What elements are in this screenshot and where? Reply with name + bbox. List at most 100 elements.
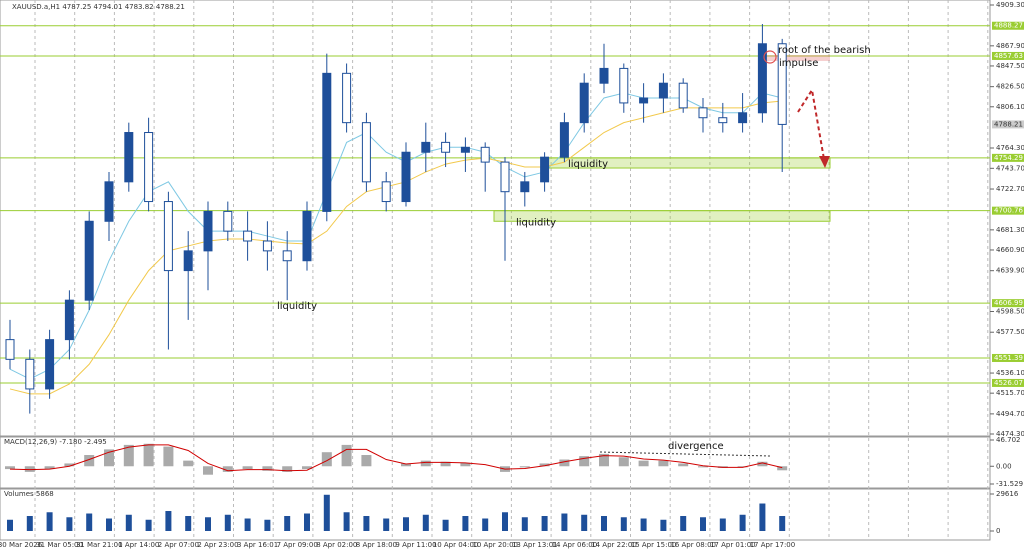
- volume-bar: [125, 514, 132, 531]
- candle-body: [777, 43, 787, 125]
- arrow-head: [819, 156, 830, 168]
- macd-bar: [104, 449, 114, 467]
- level-tag: [992, 353, 1024, 362]
- y-tick-label: 0.00: [996, 462, 1012, 470]
- zone-label: liquidity: [568, 159, 608, 170]
- volume-bar: [739, 514, 746, 531]
- candle-body: [757, 43, 767, 114]
- candle-body: [203, 210, 213, 252]
- volume-bar: [403, 517, 409, 531]
- volume-bar: [165, 511, 172, 531]
- price-tag: [992, 120, 1024, 129]
- y-tick-label: 4826.50: [996, 83, 1024, 91]
- vertical-grid: [34, 0, 989, 540]
- volume-bar: [185, 516, 192, 531]
- volume-bar: [640, 518, 647, 531]
- volume-bar: [759, 503, 766, 531]
- volume-bar: [284, 516, 291, 531]
- y-tick-label: 4515.70: [996, 389, 1024, 397]
- macd-bar: [777, 466, 788, 471]
- macd-bar: [579, 456, 590, 467]
- macd-bar: [44, 466, 55, 470]
- macd-bar: [420, 460, 431, 467]
- candle-body: [678, 82, 688, 109]
- x-tick-label: 8 Apr 02:00: [316, 541, 357, 549]
- candle-body: [480, 146, 490, 163]
- volume-bar: [680, 516, 687, 531]
- candle-body: [520, 181, 530, 193]
- y-tick-label: 4909.30: [996, 1, 1024, 9]
- candle-body: [540, 156, 550, 183]
- candle-body: [45, 339, 55, 390]
- candle-body: [441, 141, 451, 153]
- level-tag: [992, 299, 1024, 308]
- macd-bar: [222, 466, 233, 472]
- y-tick-label: 0: [996, 527, 1000, 535]
- volume-bar: [719, 518, 726, 531]
- candle-body: [579, 82, 589, 124]
- macd-bar: [242, 466, 253, 470]
- candle-body: [144, 132, 154, 203]
- moving-average: [9, 100, 783, 395]
- x-tick-label: 17 Apr 01:00: [710, 541, 756, 549]
- volume-bar: [462, 516, 469, 531]
- volume-bar: [363, 516, 370, 531]
- candle-body: [500, 161, 510, 193]
- x-tick-label: 14 Apr 06:00: [552, 541, 598, 549]
- x-tick-label: 16 Apr 08:00: [670, 541, 716, 549]
- volume-bar: [442, 519, 449, 531]
- y-tick-label: -31.529: [996, 480, 1023, 488]
- macd-bar: [599, 453, 609, 467]
- candle-body: [262, 240, 272, 252]
- macd-bar: [24, 466, 35, 472]
- root-marker: [763, 50, 777, 64]
- macd-bar: [163, 446, 174, 467]
- macd-bar: [460, 462, 471, 467]
- macd-bar: [143, 443, 154, 467]
- candle-body: [381, 181, 391, 203]
- volume-bar: [541, 516, 548, 531]
- candle-body: [599, 67, 609, 84]
- candle-body: [163, 201, 173, 272]
- level-label: 4888.27: [994, 22, 1023, 30]
- macd-bar: [5, 466, 15, 470]
- volume-bar: [561, 513, 568, 531]
- y-tick-label: 4536.10: [996, 369, 1024, 377]
- volume-bar: [224, 514, 231, 531]
- y-tick-label: 4867.90: [996, 42, 1024, 50]
- y-tick-label: 29616: [996, 490, 1019, 498]
- y-tick-label: 4743.70: [996, 164, 1024, 172]
- volume-bar: [422, 514, 429, 531]
- level-tag: [992, 378, 1024, 387]
- zone-label: liquidity: [516, 218, 556, 229]
- candle-body: [25, 358, 35, 390]
- candle-body: [223, 210, 233, 232]
- candle-body: [421, 141, 431, 153]
- macd-bar: [361, 455, 372, 467]
- volume-bar: [26, 516, 33, 531]
- x-tick-label: 13 Apr 13:01: [512, 541, 558, 549]
- level-tag: [992, 206, 1024, 215]
- x-tick-label: 15 Apr 15:00: [631, 541, 677, 549]
- level-tag: [992, 21, 1024, 30]
- x-tick-label: 2 Apr 07:00: [158, 541, 199, 549]
- y-tick-label: 4474.30: [996, 430, 1024, 438]
- macd-bar: [302, 466, 312, 470]
- x-tick-label: 7 Apr 09:00: [277, 541, 318, 549]
- y-tick-label: 4660.90: [996, 246, 1024, 254]
- macd-bar: [618, 457, 629, 467]
- candle-body: [104, 181, 114, 222]
- volume-panel: [0, 488, 991, 541]
- volume-bar: [502, 512, 508, 531]
- divergence-line: [599, 451, 771, 457]
- volume-bar: [343, 512, 350, 531]
- moving-average: [9, 92, 783, 380]
- y-tick-label: 4577.50: [996, 328, 1024, 336]
- volume-bar: [244, 518, 251, 531]
- level-tag: [992, 153, 1024, 162]
- candle-body: [559, 122, 569, 158]
- last-price: 4788.21: [994, 120, 1023, 128]
- macd-bar: [84, 455, 95, 467]
- macd-bar: [658, 460, 669, 467]
